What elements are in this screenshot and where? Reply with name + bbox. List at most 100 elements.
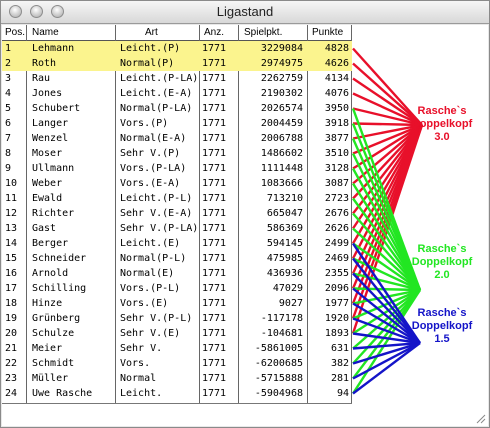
- minimize-button[interactable]: [30, 5, 43, 18]
- table-row[interactable]: 3 Rau Leicht.(P-LA) 1771 2262759 4134: [2, 71, 352, 86]
- group-connector-line: [352, 342, 421, 395]
- cell-anz: 1771: [202, 253, 227, 264]
- cell-anz: 1771: [202, 313, 227, 324]
- table-row[interactable]: 2 Roth Normal(P) 1771 2974975 4626: [2, 56, 352, 71]
- cell-name: Lehmann: [32, 43, 75, 54]
- col-header-anz[interactable]: Anz.: [204, 27, 225, 38]
- table-row[interactable]: 17 Schilling Vors.(P-L) 1771 47029 2096: [2, 281, 352, 296]
- resize-grip-icon[interactable]: [474, 412, 486, 424]
- col-header-punkte[interactable]: Punkte: [312, 27, 344, 38]
- cell-art: Vors.(E): [120, 298, 169, 309]
- table-row[interactable]: 4 Jones Leicht.(E-A) 1771 2190302 4076: [2, 86, 352, 101]
- cell-spielpkt: 2974975: [260, 58, 303, 69]
- cell-pos: 17: [5, 283, 18, 294]
- group-connector-line: [352, 289, 421, 350]
- table-row[interactable]: 15 Schneider Normal(P-L) 1771 475985 2469: [2, 251, 352, 266]
- cell-anz: 1771: [202, 178, 227, 189]
- col-header-art[interactable]: Art: [145, 27, 158, 38]
- table-row[interactable]: 23 Müller Normal 1771 -5715888 281: [2, 371, 352, 386]
- cell-anz: 1771: [202, 103, 227, 114]
- cell-pos: 4: [5, 88, 12, 99]
- table-row[interactable]: 10 Weber Vors.(E-A) 1771 1083666 3087: [2, 176, 352, 191]
- group-connector-line: [352, 124, 423, 200]
- cell-anz: 1771: [202, 358, 227, 369]
- col-header-pos[interactable]: Pos.: [5, 27, 26, 38]
- group-label: Rasche`s Doppelkopf 2.0: [411, 243, 473, 281]
- cell-anz: 1771: [202, 223, 227, 234]
- group-connector-line: [352, 257, 421, 292]
- cell-name: Moser: [32, 148, 63, 159]
- col-header-name[interactable]: Name: [32, 27, 59, 38]
- cell-punkte: 4076: [324, 88, 349, 99]
- cell-spielpkt: -5904968: [254, 388, 303, 399]
- cell-art: Leicht.(E): [120, 238, 181, 249]
- cell-art: Normal(E-A): [120, 133, 187, 144]
- group-label: Rasche`s Doppelkopf 3.0: [411, 105, 473, 143]
- cell-art: Sehr V.: [120, 343, 163, 354]
- table-row[interactable]: 20 Schulze Sehr V.(E) 1771 -104681 1893: [2, 326, 352, 341]
- cell-punkte: 4626: [324, 58, 349, 69]
- table-row[interactable]: 18 Hinze Vors.(E) 1771 9027 1977: [2, 296, 352, 311]
- cell-pos: 19: [5, 313, 18, 324]
- col-header-spielpkt[interactable]: Spielpkt.: [244, 27, 283, 38]
- cell-spielpkt: 436936: [266, 268, 303, 279]
- cell-punkte: 631: [330, 343, 349, 354]
- table-row[interactable]: 12 Richter Sehr V.(E-A) 1771 665047 2676: [2, 206, 352, 221]
- cell-spielpkt: 1083666: [260, 178, 303, 189]
- table-row[interactable]: 19 Grünberg Sehr V.(P-L) 1771 -117178 1920: [2, 311, 352, 326]
- cell-art: Vors.: [120, 358, 151, 369]
- table-row[interactable]: 8 Moser Sehr V.(P) 1771 1486602 3510: [2, 146, 352, 161]
- cell-art: Vors.(P): [120, 118, 169, 129]
- title-bar[interactable]: Ligastand: [1, 1, 489, 24]
- group-connector-line: [352, 123, 423, 155]
- group-connector-line: [352, 47, 423, 126]
- table-row[interactable]: 9 Ullmann Vors.(P-LA) 1771 1111448 3128: [2, 161, 352, 176]
- cell-punkte: 382: [330, 358, 349, 369]
- table-row[interactable]: 1 Lehmann Leicht.(P) 1771 3229084 4828: [2, 41, 352, 56]
- cell-art: Vors.(E-A): [120, 178, 181, 189]
- group-connector-line: [352, 341, 421, 380]
- group-connector-line: [352, 288, 421, 305]
- zoom-button[interactable]: [51, 5, 64, 18]
- table-row[interactable]: 21 Meier Sehr V. 1771 -5861005 631: [2, 341, 352, 356]
- cell-spielpkt: 1111448: [260, 163, 303, 174]
- group-connector-line: [352, 122, 423, 127]
- group-label: Rasche`s Doppelkopf 1.5: [411, 307, 473, 345]
- group-connector-line: [352, 341, 421, 365]
- cell-anz: 1771: [202, 133, 227, 144]
- cell-spielpkt: 665047: [266, 208, 303, 219]
- cell-art: Sehr V.(P-L): [120, 313, 193, 324]
- close-button[interactable]: [9, 5, 22, 18]
- cell-name: Schilling: [32, 283, 87, 294]
- cell-punkte: 94: [336, 388, 349, 399]
- cell-punkte: 2676: [324, 208, 349, 219]
- cell-spielpkt: 3229084: [260, 43, 303, 54]
- group-connector-line: [352, 289, 421, 365]
- cell-name: Grünberg: [32, 313, 81, 324]
- table-row[interactable]: 6 Langer Vors.(P) 1771 2004459 3918: [2, 116, 352, 131]
- cell-art: Leicht.: [120, 388, 163, 399]
- group-connector-line: [351, 289, 422, 395]
- cell-pos: 5: [5, 103, 12, 114]
- cell-name: Schmidt: [32, 358, 75, 369]
- table-row[interactable]: 24 Uwe Rasche Leicht. 1771 -5904968 94: [2, 386, 352, 401]
- cell-pos: 2: [5, 58, 12, 69]
- table-row[interactable]: 14 Berger Leicht.(E) 1771 594145 2499: [2, 236, 352, 251]
- cell-spielpkt: 2262759: [260, 73, 303, 84]
- table-row[interactable]: 11 Ewald Leicht.(P-L) 1771 713210 2723: [2, 191, 352, 206]
- cell-anz: 1771: [202, 268, 227, 279]
- group-connector-line: [351, 152, 422, 291]
- table-row[interactable]: 13 Gast Sehr V.(P-LA) 1771 586369 2626: [2, 221, 352, 236]
- cell-punkte: 3877: [324, 133, 349, 144]
- cell-punkte: 3918: [324, 118, 349, 129]
- table-row[interactable]: 7 Wenzel Normal(E-A) 1771 2006788 3877: [2, 131, 352, 146]
- cell-punkte: 4828: [324, 43, 349, 54]
- cell-pos: 18: [5, 298, 18, 309]
- cell-name: Berger: [32, 238, 69, 249]
- table-row[interactable]: 5 Schubert Normal(P-LA) 1771 2026574 3950: [2, 101, 352, 116]
- table-row[interactable]: 22 Schmidt Vors. 1771 -6200685 382: [2, 356, 352, 371]
- cell-punkte: 3510: [324, 148, 349, 159]
- group-connector-line: [352, 77, 423, 126]
- group-connector-line: [352, 242, 421, 344]
- table-row[interactable]: 16 Arnold Normal(E) 1771 436936 2355: [2, 266, 352, 281]
